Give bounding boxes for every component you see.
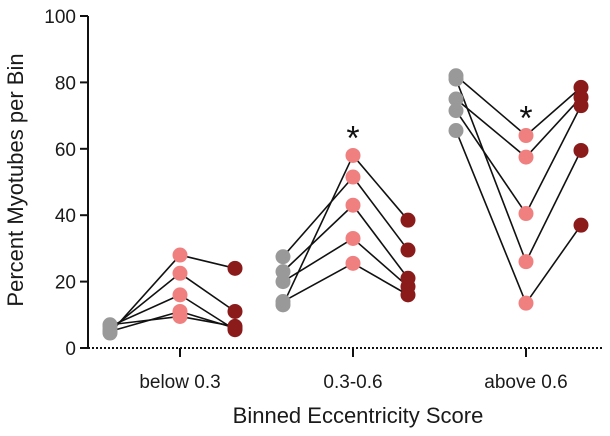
significance-asterisk: * (519, 100, 532, 138)
x-tick-label: below 0.3 (139, 372, 220, 393)
pair-line (455, 110, 527, 214)
y-tick-label: 0 (65, 339, 76, 360)
significance-markers: ** (346, 100, 532, 158)
pair-line (282, 262, 354, 303)
pair-line (352, 237, 409, 288)
pair-line (179, 254, 236, 270)
data-point-condition-2 (345, 147, 361, 163)
pair-line (525, 224, 582, 304)
data-point-condition-1 (275, 294, 291, 310)
data-point-condition-2 (518, 128, 534, 144)
pair-line (109, 310, 181, 333)
pair-line (525, 96, 582, 158)
pair-line (109, 294, 181, 328)
data-point-condition-1 (448, 91, 464, 107)
paired-lines (109, 75, 582, 334)
pair-line (352, 176, 409, 251)
x-tick-label: above 0.6 (484, 372, 567, 393)
data-point-condition-1 (448, 103, 464, 119)
data-point-condition-3 (227, 303, 243, 319)
data-point-condition-2 (172, 265, 188, 281)
pair-line (352, 204, 409, 279)
y-tick-label: 100 (44, 7, 76, 28)
data-point-condition-3 (400, 242, 416, 258)
y-axis-title: Percent Myotubes per Bin (3, 53, 28, 306)
x-axis-ticks: below 0.3 0.3-0.6 above 0.6 (139, 348, 568, 393)
x-axis-title: Binned Eccentricity Score (233, 403, 484, 428)
data-point-condition-3 (400, 287, 416, 303)
x-tick-label: 0.3-0.6 (323, 372, 382, 393)
data-point-condition-2 (345, 230, 361, 246)
y-axis-ticks: 0 20 40 60 80 100 (44, 7, 88, 360)
y-tick-label: 60 (55, 140, 76, 161)
data-point-condition-2 (518, 206, 534, 222)
data-point-condition-3 (227, 260, 243, 276)
data-point-condition-2 (518, 295, 534, 311)
pair-line (179, 272, 236, 313)
data-point-condition-1 (102, 317, 118, 333)
y-tick-label: 80 (55, 73, 76, 94)
pair-line (525, 86, 582, 137)
pair-line (179, 294, 236, 331)
data-point-condition-2 (345, 255, 361, 271)
data-point-condition-3 (573, 142, 589, 158)
data-point-condition-2 (345, 169, 361, 185)
data-point-condition-1 (448, 123, 464, 139)
pair-line (455, 130, 527, 304)
data-point-condition-1 (275, 249, 291, 265)
data-point-condition-2 (345, 197, 361, 213)
pair-line (282, 155, 354, 306)
data-point-condition-1 (275, 274, 291, 290)
data-point-condition-1 (448, 71, 464, 87)
data-point-condition-3 (227, 318, 243, 334)
axes (87, 16, 602, 349)
significance-asterisk: * (346, 119, 359, 157)
pair-line (525, 150, 582, 263)
data-point-condition-3 (573, 217, 589, 233)
pair-line (525, 105, 582, 214)
data-points (102, 68, 589, 341)
y-tick-label: 20 (55, 273, 76, 294)
data-point-condition-2 (172, 287, 188, 303)
data-point-condition-3 (573, 98, 589, 114)
pair-line (179, 315, 236, 328)
pair-line (352, 154, 409, 221)
data-point-condition-2 (518, 254, 534, 270)
pair-line (282, 237, 354, 283)
pair-line (455, 75, 527, 137)
data-point-condition-3 (400, 212, 416, 228)
pair-line (455, 78, 527, 262)
data-point-condition-2 (172, 247, 188, 263)
pair-line (109, 315, 181, 326)
pair-line (282, 176, 354, 258)
pair-line (352, 262, 409, 296)
data-point-condition-2 (172, 308, 188, 324)
pair-line (282, 204, 354, 273)
data-point-condition-2 (518, 149, 534, 165)
y-tick-label: 40 (55, 206, 76, 227)
